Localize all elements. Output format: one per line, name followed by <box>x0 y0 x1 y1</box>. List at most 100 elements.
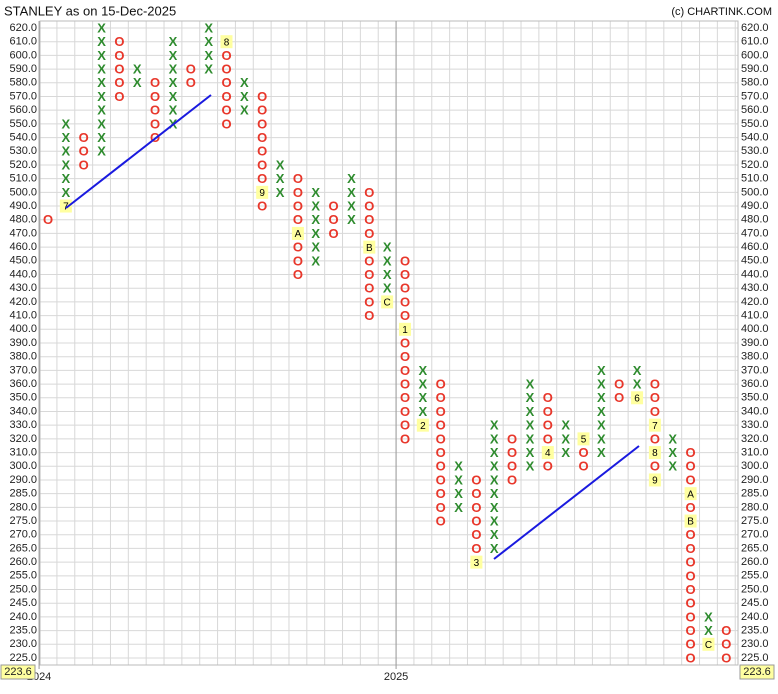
y-tick-label: 380.0 <box>9 351 37 363</box>
pf-box: X <box>97 116 106 131</box>
pf-box: O <box>614 377 624 392</box>
y-tick-label-right: 235.0 <box>741 625 769 637</box>
pf-box: O <box>507 459 517 474</box>
y-tick-label-right: 340.0 <box>741 405 769 417</box>
pf-box: X <box>668 445 677 460</box>
y-tick-label-right: 510.0 <box>741 173 769 185</box>
pf-box: O <box>364 294 374 309</box>
pf-column: XXX <box>276 157 285 199</box>
pf-box: O <box>436 486 446 501</box>
pf-box: O <box>686 623 696 638</box>
pf-box: O <box>436 418 446 433</box>
pf-column: XX <box>133 62 142 91</box>
pf-box: X <box>383 240 392 255</box>
pf-box: O <box>186 75 196 90</box>
pf-box: O <box>400 267 410 282</box>
pf-box: O <box>721 637 731 652</box>
pf-box: X <box>62 185 71 200</box>
pf-box: X <box>490 541 499 556</box>
pf-box: X <box>169 103 178 118</box>
y-tick-label: 350.0 <box>9 392 37 404</box>
pf-box: X <box>347 185 356 200</box>
source: (c) CHARTINK.COM <box>671 6 772 18</box>
pf-box: O <box>114 48 124 63</box>
pf-column: XXX <box>668 431 677 473</box>
pf-box: X <box>383 253 392 268</box>
pf-column: XXX <box>240 75 249 117</box>
pf-box: O <box>364 198 374 213</box>
pf-column: XXX <box>561 418 570 460</box>
pf-box: O <box>293 212 303 227</box>
pf-box: O <box>329 198 339 213</box>
pf-box: X <box>597 377 606 392</box>
pf-box: O <box>114 34 124 49</box>
pf-box: O <box>436 404 446 419</box>
pf-box: X <box>97 144 106 159</box>
pf-box: X <box>204 48 213 63</box>
month-marker-box <box>541 446 554 460</box>
y-tick-label-right: 450.0 <box>741 255 769 267</box>
pf-box: X <box>419 363 428 378</box>
y-tick-label: 265.0 <box>9 542 37 554</box>
pf-box: O <box>400 349 410 364</box>
y-tick-label-right: 420.0 <box>741 296 769 308</box>
y-tick-label-right: 570.0 <box>741 90 769 102</box>
month-marker: 9 <box>259 188 265 199</box>
pf-box: X <box>62 130 71 145</box>
month-marker-box <box>648 446 661 460</box>
y-tick-label-right: 490.0 <box>741 200 769 212</box>
pf-box: O <box>293 240 303 255</box>
pf-box: O <box>150 116 160 131</box>
y-tick-label: 235.0 <box>9 625 37 637</box>
pf-box: X <box>62 116 71 131</box>
pf-column: OOO <box>79 130 89 172</box>
pf-box: X <box>526 390 535 405</box>
pf-box: O <box>436 513 446 528</box>
pf-box: O <box>364 281 374 296</box>
month-marker: 2 <box>420 421 426 432</box>
y-tick-label: 240.0 <box>9 611 37 623</box>
y-tick-label: 320.0 <box>9 433 37 445</box>
pf-box: O <box>400 294 410 309</box>
pf-box: X <box>561 445 570 460</box>
y-tick-label: 570.0 <box>9 90 37 102</box>
month-marker-box <box>577 432 590 446</box>
month-marker: 3 <box>474 558 480 569</box>
y-tick-label: 370.0 <box>9 364 37 376</box>
pf-column: O <box>43 212 53 227</box>
y-tick-label-right: 285.0 <box>741 488 769 500</box>
month-marker-box <box>702 637 715 651</box>
pf-box: O <box>436 431 446 446</box>
month-marker-box <box>648 418 661 432</box>
month-marker-box <box>59 199 72 213</box>
pf-box: X <box>311 240 320 255</box>
last-price-box <box>739 664 775 680</box>
pf-box: X <box>526 404 535 419</box>
pf-box: X <box>454 486 463 501</box>
pf-box: X <box>633 377 642 392</box>
pf-box: O <box>221 116 231 131</box>
y-tick-label: 530.0 <box>9 145 37 157</box>
pf-box: O <box>221 89 231 104</box>
y-tick-label: 285.0 <box>9 488 37 500</box>
month-marker: C <box>384 298 391 309</box>
month-marker-box <box>220 35 233 49</box>
pf-box: O <box>364 212 374 227</box>
y-tick-label-right: 400.0 <box>741 323 769 335</box>
month-marker-box <box>416 418 429 432</box>
pf-box: O <box>293 171 303 186</box>
pf-box: O <box>650 459 660 474</box>
pf-box: X <box>526 445 535 460</box>
y-tick-label-right: 270.0 <box>741 529 769 541</box>
pf-box: X <box>97 89 106 104</box>
y-tick-label-right: 610.0 <box>741 36 769 48</box>
month-marker: 6 <box>634 393 640 404</box>
pf-box: O <box>686 555 696 570</box>
pf-box: X <box>311 212 320 227</box>
